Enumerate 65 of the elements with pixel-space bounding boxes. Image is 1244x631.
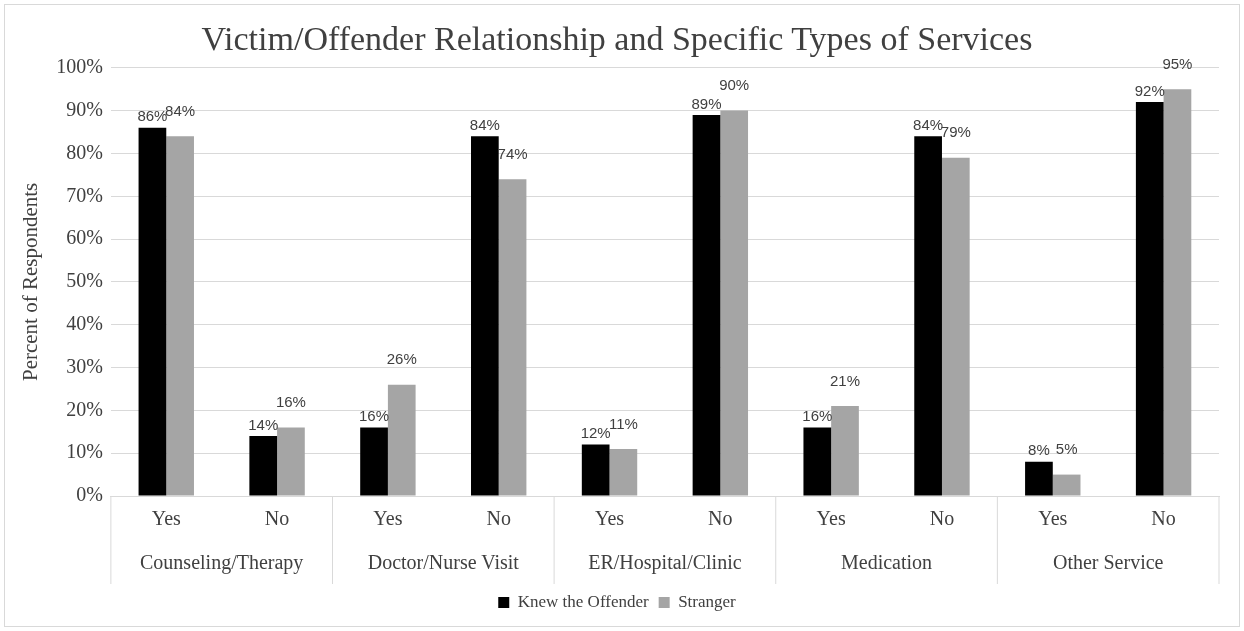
bar — [166, 136, 194, 496]
chart-title: Victim/Offender Relationship and Specific Types of Services — [201, 20, 1033, 58]
y-tick-label: 90% — [66, 97, 103, 120]
x-tick-label: Yes — [373, 507, 403, 530]
x-tick-label: Yes — [594, 507, 625, 530]
bar — [1163, 89, 1192, 496]
bar — [803, 427, 832, 496]
y-tick-label: 50% — [66, 269, 103, 292]
x-tick-label: No — [486, 507, 511, 530]
bar — [692, 114, 721, 496]
bar — [941, 157, 970, 496]
data-label: 12% — [580, 424, 611, 442]
bar — [914, 136, 942, 496]
bar — [1135, 102, 1164, 496]
data-label: 21% — [829, 371, 861, 389]
bar — [360, 427, 388, 496]
x-tick-label: Yes — [1038, 507, 1068, 530]
bar — [498, 179, 527, 496]
data-label: 89% — [691, 94, 722, 112]
y-tick-label: 80% — [66, 140, 103, 163]
bar — [720, 110, 749, 496]
data-label: 11% — [608, 414, 638, 432]
data-label: 90% — [719, 76, 750, 94]
legend-label: Stranger — [678, 591, 737, 611]
bar — [609, 448, 638, 496]
x-tick-label: No — [264, 507, 290, 530]
bar — [387, 384, 416, 496]
text: Medication — [841, 551, 933, 574]
data-label: 8% — [1028, 441, 1050, 459]
data-label: 16% — [802, 407, 833, 425]
data-label: 16% — [275, 393, 306, 411]
data-label: 26% — [386, 350, 417, 368]
x-tick-label: No — [708, 507, 733, 530]
bar — [471, 136, 499, 496]
data-label: 14% — [248, 415, 279, 433]
bar — [138, 127, 167, 496]
text: Other Service — [1052, 551, 1164, 574]
data-label: 16% — [359, 407, 390, 425]
x-tick-label: No — [1151, 507, 1176, 530]
bar — [249, 436, 278, 496]
y-tick-label: 70% — [66, 183, 103, 206]
y-tick-label: 30% — [66, 354, 103, 377]
y-tick-label: 100% — [56, 55, 103, 78]
y-tick-label: 60% — [66, 226, 103, 249]
data-label: 84% — [469, 115, 500, 133]
bar — [831, 406, 859, 496]
text: Counseling/Therapy — [140, 551, 304, 575]
x-tick-label: Yes — [151, 507, 182, 530]
x-tick-label: Yes — [816, 507, 846, 530]
text: ER/Hospital/Clinic — [588, 551, 742, 575]
bar — [1025, 461, 1053, 496]
data-label: 92% — [1134, 81, 1165, 99]
data-label: 95% — [1162, 54, 1193, 72]
text: Doctor/Nurse Visit — [367, 551, 520, 574]
y-tick-label: 20% — [66, 397, 103, 420]
y-axis-title: Percent of Respondents — [18, 182, 43, 382]
bar — [277, 427, 305, 496]
bar — [1052, 474, 1081, 496]
bar — [581, 444, 610, 496]
legend-label: Knew the Offender — [517, 591, 649, 611]
x-tick-label: No — [929, 507, 955, 530]
y-tick-label: 0% — [76, 483, 103, 506]
y-tick-label: 10% — [66, 440, 103, 463]
y-tick-label: 40% — [66, 311, 103, 334]
data-label: 5% — [1055, 440, 1078, 458]
